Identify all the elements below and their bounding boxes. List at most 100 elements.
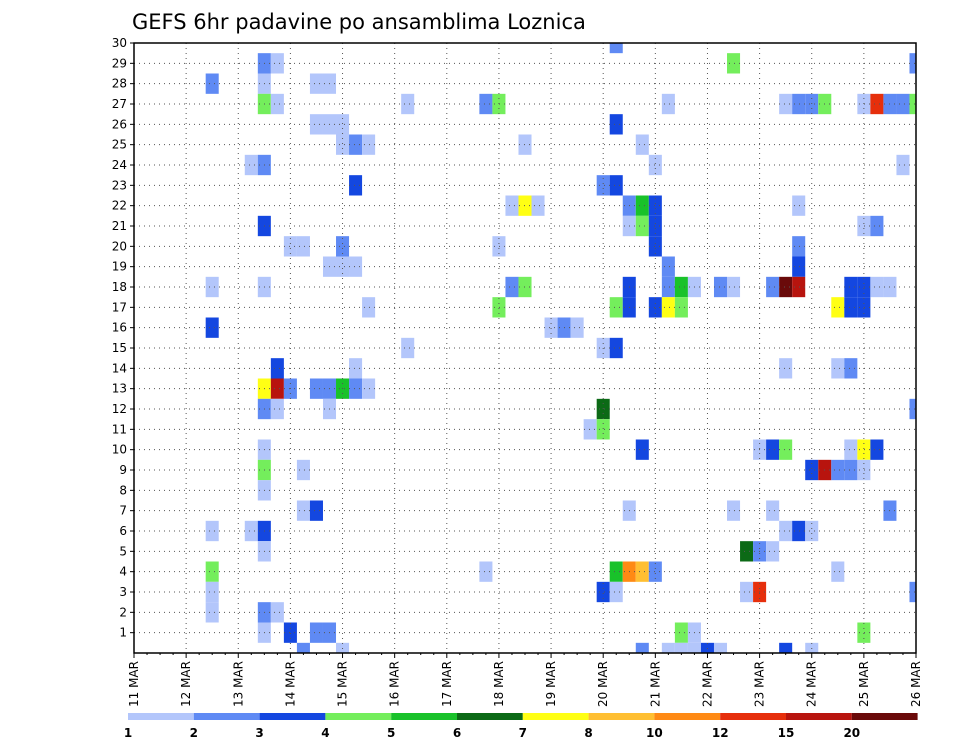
heatmap-cell [792,520,806,542]
y-tick-label: 5 [119,544,127,558]
x-tick-label: 14 MAR [283,661,297,707]
y-tick-label: 10 [112,443,127,457]
heatmap-cell [648,195,662,216]
heatmap-cell [844,439,858,460]
heatmap-cell [205,520,219,542]
heatmap-cell [792,276,806,298]
heatmap-cell [844,358,858,379]
heatmap-cell [857,297,871,318]
y-tick-label: 23 [112,178,127,192]
legend-label: 1 [124,726,132,740]
heatmap-cell [635,642,649,653]
x-tick-label: 12 MAR [179,661,193,707]
heatmap-cell [792,236,806,257]
legend-swatch [457,713,523,720]
grid-lines [134,43,916,653]
x-tick-label: 17 MAR [440,661,454,707]
heatmap-cell [609,114,623,135]
heatmap-cell [870,276,884,298]
heatmap-cell [270,378,284,399]
heatmap-cell [296,236,310,257]
heatmap-cell [505,276,519,298]
heatmap-cell [674,276,688,298]
legend-swatch [325,713,392,720]
heatmap-cell [727,276,741,298]
heatmap-cell [309,622,323,643]
heatmap-cell [609,175,623,196]
heatmap-cell [635,439,649,460]
heatmap-cell [479,561,493,582]
heatmap-cell [349,134,363,155]
heatmap-cell [779,642,793,653]
x-tick-label: 23 MAR [753,661,767,707]
heatmap-cell [596,175,610,196]
heatmap-cell [779,93,793,115]
legend-swatch [193,713,260,720]
y-tick-label: 29 [112,56,127,70]
heatmap-cell [609,581,623,603]
y-tick-label: 20 [112,239,127,253]
heatmap-cell [336,642,350,653]
heatmap-cell [844,276,858,298]
legend-swatch [391,713,457,720]
heatmap-cell [205,73,219,94]
heatmap-cell [870,215,884,237]
heatmap-cell [857,439,871,460]
heatmap-cell [792,195,806,216]
heatmap-cell [609,297,623,318]
heatmap-cell [479,93,493,115]
legend-label: 15 [778,726,795,740]
legend-label: 3 [255,726,263,740]
heatmap-cell [492,236,506,257]
heatmap-cell [205,276,219,298]
y-tick-label: 14 [112,361,127,375]
y-tick-label: 19 [112,260,127,274]
y-tick-label: 9 [119,463,127,477]
heatmap-cell [727,53,741,74]
heatmap-cell [349,378,363,399]
x-tick-label: 15 MAR [336,661,350,707]
heatmap-cell [857,622,871,643]
heatmap-cell [362,378,376,399]
heatmap-cell [544,317,558,338]
heatmap-cell [635,134,649,155]
y-tick-label: 27 [112,97,127,111]
heatmap-cell [309,73,323,94]
heatmap-cell [909,93,916,115]
chart-title: GEFS 6hr padavine po ansamblima Loznica [132,10,586,34]
x-tick-label: 22 MAR [700,661,714,707]
heatmap-cell [909,53,916,74]
y-tick-label: 24 [112,158,127,172]
heatmap-cell [766,439,780,460]
y-tick-label: 26 [112,117,127,131]
heatmap-cell [831,459,845,481]
legend-label: 5 [387,726,395,740]
heatmap-cell [270,602,284,623]
y-tick-label: 7 [119,504,127,518]
heatmap-cell [779,439,793,460]
heatmap-cell [362,297,376,318]
y-tick-label: 17 [112,300,127,314]
heatmap-cell [661,276,675,298]
heatmap-cell [336,236,350,257]
x-tick-label: 11 MAR [127,661,141,707]
legend-swatch [588,713,655,720]
legend-label: 8 [584,726,592,740]
color-legend: 1 2 3 4 5 6 7 8 10 12 15 20 [124,713,918,740]
heatmap-cell [270,53,284,74]
heatmap-cell [687,642,701,653]
heatmap-cell [270,398,284,420]
heatmap-cell [805,642,819,653]
heatmap-cell [727,500,741,521]
heatmap-cell [309,378,323,399]
heatmap-cell [205,581,219,603]
legend-label: 20 [843,726,860,740]
heatmap-cell [713,276,728,298]
heatmap-cell [740,581,754,603]
y-tick-label: 21 [112,219,127,233]
heatmap-cell [492,297,506,318]
heatmap-cell [296,642,310,653]
heatmap-cell [309,500,323,521]
legend-label: 4 [321,726,329,740]
heatmap-cell [635,195,649,216]
